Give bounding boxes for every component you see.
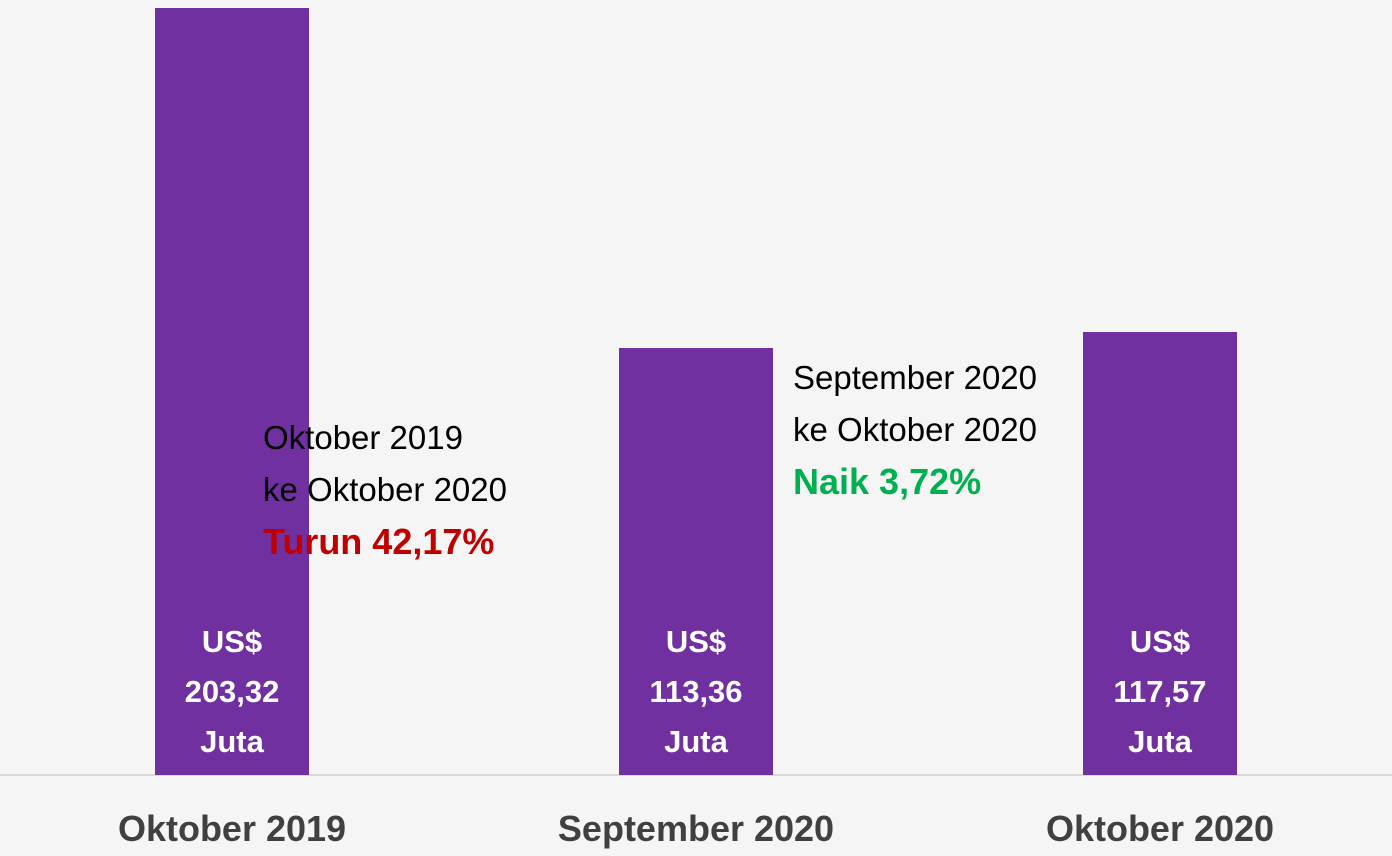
annotation-highlight: Naik 3,72% <box>793 461 982 502</box>
annotation-line: ke Oktober 2020 <box>793 411 1037 448</box>
annotation-line: September 2020 <box>793 359 1038 396</box>
value-label: US$ 113,36 Juta <box>649 624 743 759</box>
baseline <box>0 774 1392 776</box>
x-tick-label: September 2020 <box>557 808 835 849</box>
x-tick-label: Oktober 2020 <box>1045 808 1275 849</box>
annotation: Oktober 2019 ke Oktober 2020 Turun 42,17% <box>263 412 507 568</box>
value-label: US$ 203,32 Juta <box>184 624 280 759</box>
bar <box>619 347 773 775</box>
annotation: September 2020 ke Oktober 2020 Naik 3,72% <box>793 352 1037 508</box>
annotation-highlight: Turun 42,17% <box>263 521 495 562</box>
annotation-line: ke Oktober 2020 <box>263 471 507 508</box>
value-label: US$ 117,57 Juta <box>1113 624 1207 759</box>
annotation-line: Oktober 2019 <box>263 419 463 456</box>
x-tick-label: Oktober 2019 <box>117 808 347 849</box>
bar <box>155 8 309 775</box>
bar <box>1083 331 1237 775</box>
